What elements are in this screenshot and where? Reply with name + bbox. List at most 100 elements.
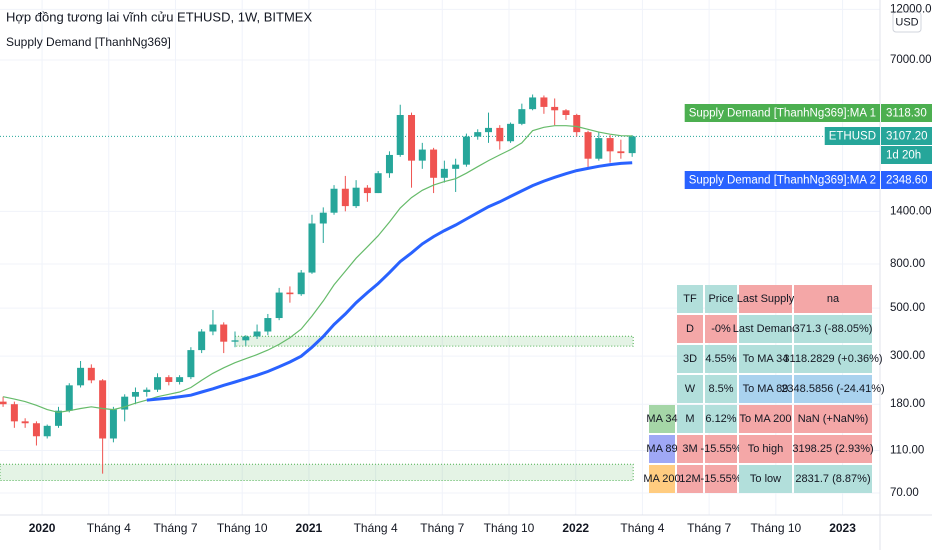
candle-body	[617, 151, 625, 154]
price-label: 2348.60	[886, 175, 928, 187]
candle-body	[584, 132, 592, 159]
price-label-box	[881, 171, 932, 189]
x-tick-label: 2020	[29, 521, 56, 535]
table-cell	[705, 315, 737, 343]
price-label: 3107.20	[886, 131, 928, 143]
table-cell	[649, 465, 675, 493]
table-cell	[739, 345, 792, 373]
table-cell-text: MA 89	[646, 443, 677, 455]
table-cell-text: W	[685, 383, 696, 395]
y-tick-label: 12000.00	[890, 3, 932, 15]
table-cell	[677, 405, 703, 433]
candle-body	[264, 318, 272, 332]
table-cell	[677, 285, 703, 313]
candle-body	[452, 164, 460, 169]
candle-body	[154, 377, 162, 390]
y-tick-label: 70.00	[890, 487, 919, 499]
candle-body	[430, 149, 438, 178]
x-tick-label: 2022	[562, 521, 589, 535]
candle-body	[529, 97, 537, 110]
x-tick-label: Tháng 7	[153, 521, 197, 535]
candle-body	[551, 106, 559, 111]
table-cell-text: D	[686, 323, 694, 335]
x-tick-label: 2023	[829, 521, 856, 535]
candle-body	[131, 391, 139, 397]
candle-body	[374, 173, 382, 194]
plot	[0, 94, 880, 481]
x-tick-label: Tháng 4	[354, 521, 398, 535]
x-tick-label: Tháng 10	[217, 521, 268, 535]
x-tick-label: Tháng 10	[484, 521, 535, 535]
table-cell	[794, 285, 872, 313]
table-cell-text: To MA 34	[743, 353, 789, 365]
table-cell-text: 8.5%	[708, 383, 733, 395]
table-cell	[677, 315, 703, 343]
candle-body	[77, 367, 85, 386]
candle-body	[54, 410, 62, 426]
candle-body	[297, 272, 305, 295]
price-label-box	[881, 104, 932, 122]
countdown-box	[881, 146, 932, 164]
candle-body	[595, 138, 603, 159]
table-cell-text: To MA 200	[740, 413, 792, 425]
candle-body	[518, 109, 526, 124]
price-label-box	[881, 127, 932, 145]
y-tick-label: 800.00	[890, 258, 925, 270]
table-cell-text: Price	[708, 293, 733, 305]
candle-body	[32, 423, 40, 437]
table-cell-text: 3118.2829 (+0.36%)	[783, 353, 882, 365]
candle-body	[330, 188, 338, 213]
candle-body	[308, 223, 316, 273]
candle-body	[109, 409, 117, 439]
candle-body	[143, 389, 151, 392]
countdown: 1d 20h	[886, 150, 921, 162]
y-tick-label: 180.00	[890, 398, 925, 410]
candle-body	[65, 385, 73, 411]
table-cell	[677, 345, 703, 373]
x-tick-label: Tháng 7	[420, 521, 464, 535]
currency-button-label[interactable]: USD	[895, 16, 918, 28]
y-tick-label: 300.00	[890, 350, 925, 362]
price-label: 3118.30	[886, 108, 927, 120]
demand-zone	[0, 463, 634, 481]
table-cell	[705, 465, 737, 493]
table-cell-text: NaN (+NaN%)	[798, 413, 869, 425]
candle-body	[220, 324, 228, 342]
table-cell	[705, 285, 737, 313]
table-cell-text: na	[827, 293, 840, 305]
table-cell	[739, 285, 792, 313]
table-cell-text: To MA 89	[743, 383, 789, 395]
table-cell-text: 2348.5856 (-24.41%)	[781, 383, 884, 395]
candle-body	[363, 187, 371, 194]
table-cell	[705, 375, 737, 403]
table-cell	[739, 375, 792, 403]
candle-body	[87, 367, 95, 381]
table-cell-text: 2831.7 (8.87%)	[795, 473, 870, 485]
table-cell	[705, 435, 737, 463]
candle-body	[187, 350, 195, 378]
table-cell	[677, 435, 703, 463]
table-cell	[739, 465, 792, 493]
table-cell	[677, 375, 703, 403]
table-cell-text: TF	[683, 293, 697, 305]
table-cell-text: 4.55%	[705, 353, 736, 365]
moving-average-line	[2, 125, 633, 414]
candle-body	[573, 114, 581, 133]
table-cell	[705, 345, 737, 373]
candle-body	[496, 127, 504, 142]
table-cell-text: 3D	[683, 353, 697, 365]
candle-body	[253, 331, 261, 337]
table-cell-text: 3198.25 (2.93%)	[792, 443, 873, 455]
candle-body	[319, 212, 327, 224]
table-cell-text: -0%	[711, 323, 731, 335]
candle-body	[0, 401, 7, 405]
y-tick-label: 1400.00	[890, 205, 932, 217]
table-cell	[705, 405, 737, 433]
candle-body	[462, 136, 470, 165]
currency-button[interactable]	[892, 11, 922, 33]
candle-body	[286, 292, 294, 295]
table-cell-text: To high	[748, 443, 783, 455]
price-label-name-box	[684, 171, 880, 189]
table-cell	[739, 405, 792, 433]
